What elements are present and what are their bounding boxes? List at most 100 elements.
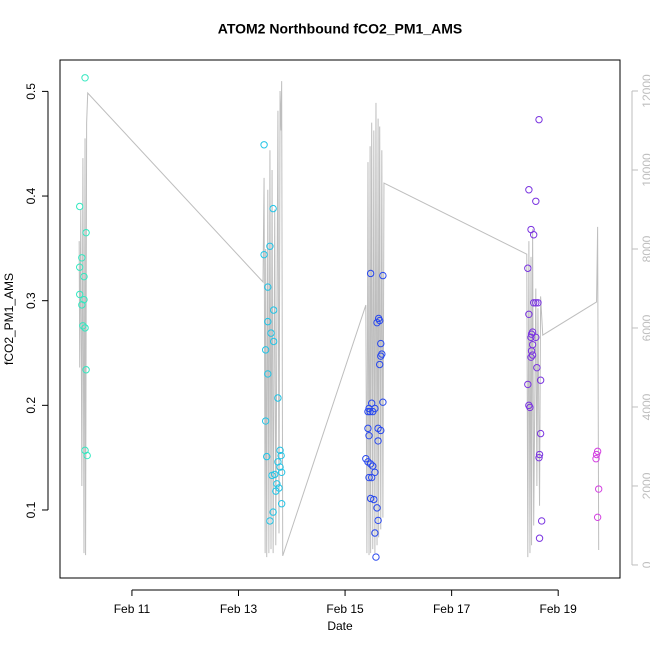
data-point xyxy=(377,352,385,360)
data-point xyxy=(269,508,277,516)
data-point xyxy=(536,429,545,438)
y-tick-label: 0.3 xyxy=(24,292,38,309)
data-point xyxy=(264,317,272,326)
x-tick-label: Feb 11 xyxy=(114,602,151,616)
plot-frame xyxy=(59,59,621,579)
y2-tick-label: 10000 xyxy=(640,153,650,187)
data-point xyxy=(594,485,603,493)
data-point xyxy=(76,290,84,299)
data-point xyxy=(79,322,87,330)
data-point xyxy=(379,398,387,406)
x-tick-label: Feb 19 xyxy=(540,602,578,616)
data-point xyxy=(535,534,544,542)
data-point xyxy=(264,370,272,378)
data-point xyxy=(272,487,280,495)
data-point xyxy=(532,197,540,205)
data-point xyxy=(78,301,86,309)
data-point xyxy=(524,264,532,272)
chart-title: ATOM2 Northbound fCO2_PM1_AMS xyxy=(218,21,463,37)
y2-tick-label: 8000 xyxy=(640,235,650,262)
data-point xyxy=(364,407,372,416)
data-point xyxy=(533,363,541,372)
data-point xyxy=(373,504,381,512)
data-point xyxy=(535,450,544,459)
data-point xyxy=(81,74,89,82)
y2-tick-label: 12000 xyxy=(640,74,650,108)
data-point xyxy=(276,446,284,455)
data-point xyxy=(529,231,538,239)
data-point xyxy=(371,529,379,537)
data-point xyxy=(80,272,88,281)
data-point xyxy=(269,204,277,213)
x-tick-label: Feb 17 xyxy=(433,602,471,616)
data-point xyxy=(537,517,546,525)
data-point xyxy=(266,242,274,250)
data-point xyxy=(365,473,373,482)
y-tick-label: 0.2 xyxy=(24,397,38,414)
data-point xyxy=(82,366,90,374)
data-point xyxy=(374,516,382,525)
data-point xyxy=(269,306,278,314)
data-point xyxy=(277,500,286,508)
data-point xyxy=(260,250,268,259)
data-point xyxy=(524,380,532,389)
data-point xyxy=(364,424,372,433)
data-point xyxy=(377,339,385,348)
data-point xyxy=(534,299,542,307)
data-point xyxy=(525,186,533,194)
y-tick-label: 0.5 xyxy=(24,83,38,100)
data-point xyxy=(593,447,602,456)
data-point xyxy=(593,513,602,522)
data-point xyxy=(76,202,84,211)
data-line xyxy=(78,81,600,558)
data-point xyxy=(525,310,533,318)
data-point xyxy=(366,407,374,416)
data-point xyxy=(261,346,270,354)
data-point xyxy=(592,450,601,459)
data-point xyxy=(374,437,382,445)
data-point xyxy=(368,473,376,482)
y2-tick-label: 0 xyxy=(640,561,650,568)
data-point xyxy=(535,115,543,124)
data-point xyxy=(366,494,375,503)
x-tick-label: Feb 13 xyxy=(220,602,258,616)
data-point xyxy=(379,271,387,280)
data-point xyxy=(366,460,375,468)
data-point xyxy=(369,407,377,416)
data-point xyxy=(274,394,282,402)
data-point xyxy=(83,451,91,460)
y-tick-label: 0.1 xyxy=(24,501,38,518)
data-point xyxy=(264,283,272,291)
data-point xyxy=(527,353,535,361)
x-axis-label: Date xyxy=(327,619,353,633)
y2-tick-label: 2000 xyxy=(640,472,650,499)
data-point xyxy=(536,376,545,384)
data-point xyxy=(268,471,276,480)
data-point xyxy=(372,553,380,561)
y2-tick-label: 6000 xyxy=(640,314,650,341)
data-point xyxy=(529,299,538,307)
data-point xyxy=(263,452,271,461)
x-tick-label: Feb 15 xyxy=(326,602,364,616)
data-point xyxy=(375,360,384,369)
data-point xyxy=(277,468,286,477)
y2-tick-label: 4000 xyxy=(640,393,650,420)
data-point xyxy=(277,451,285,460)
data-point xyxy=(532,299,540,307)
data-point xyxy=(371,468,379,477)
data-point xyxy=(260,141,268,149)
data-point xyxy=(373,318,381,327)
data-point xyxy=(532,333,540,342)
data-point xyxy=(366,269,375,278)
data-point xyxy=(527,333,535,342)
data-point xyxy=(266,517,274,525)
data-point xyxy=(535,453,543,462)
data-point xyxy=(261,417,270,425)
y-tick-label: 0.4 xyxy=(24,187,38,204)
data-point xyxy=(377,426,385,435)
data-point xyxy=(276,463,284,471)
data-point xyxy=(528,351,537,359)
data-point xyxy=(269,337,278,346)
data-point xyxy=(370,495,378,504)
data-point xyxy=(273,480,281,488)
